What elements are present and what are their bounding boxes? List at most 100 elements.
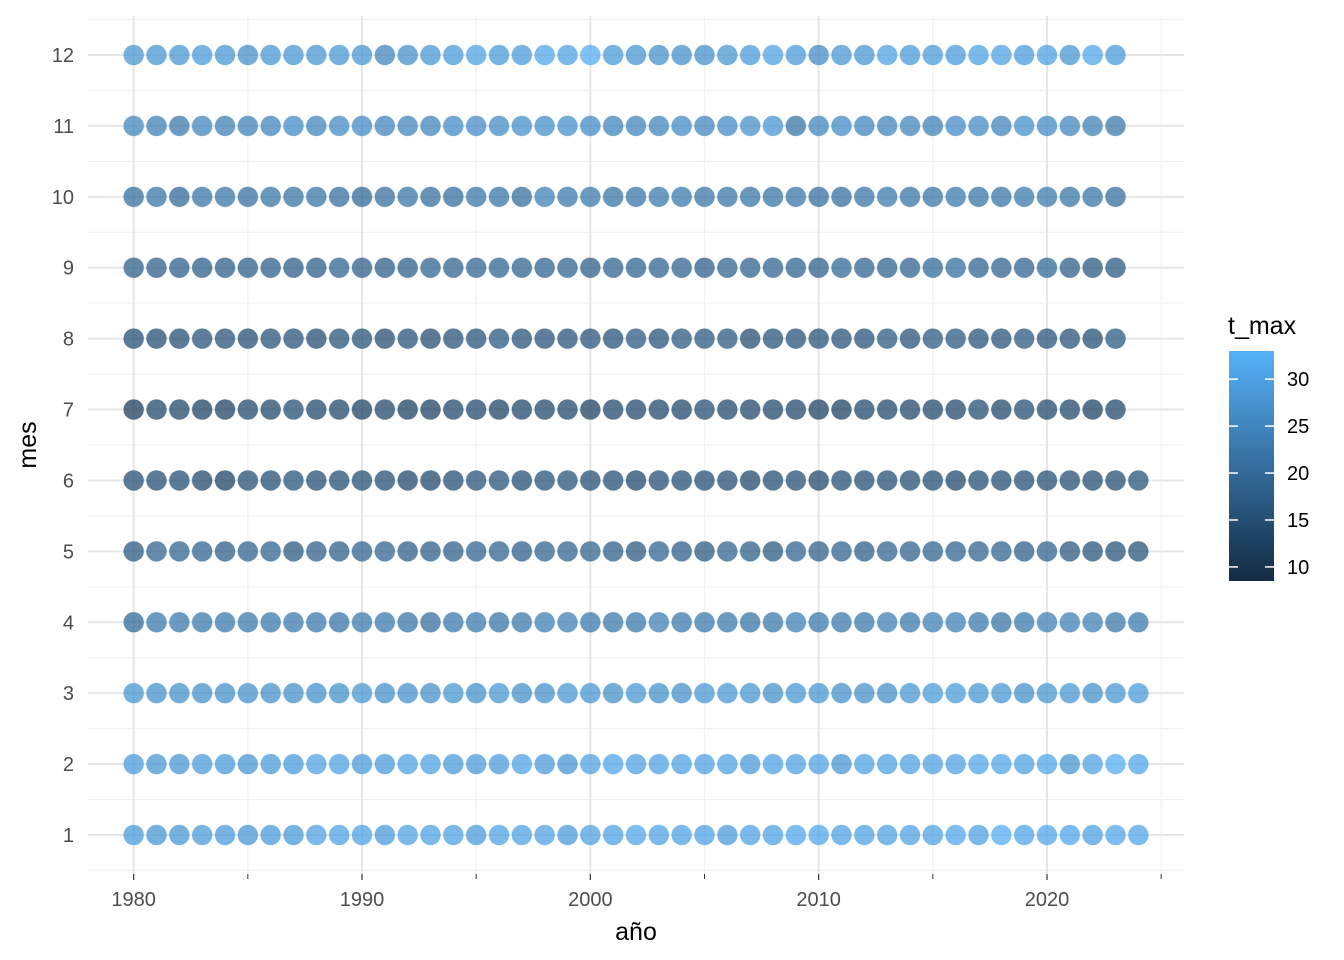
data-point xyxy=(168,257,190,279)
data-point xyxy=(465,611,487,633)
data-point xyxy=(831,115,852,137)
data-point xyxy=(237,611,259,633)
data-point xyxy=(762,257,784,279)
data-point xyxy=(716,257,738,279)
data-point xyxy=(237,115,259,137)
data-point xyxy=(625,186,647,208)
y-tick-label: 2 xyxy=(63,754,74,776)
data-point xyxy=(397,469,419,491)
data-point xyxy=(922,399,944,421)
data-point xyxy=(465,753,487,775)
data-point xyxy=(283,753,304,775)
data-point xyxy=(511,186,533,208)
data-point xyxy=(648,824,670,846)
data-point xyxy=(420,115,441,137)
data-point xyxy=(785,682,807,704)
data-point xyxy=(785,115,807,137)
data-point xyxy=(511,257,533,279)
data-point xyxy=(990,399,1012,421)
data-point xyxy=(123,469,145,491)
data-points xyxy=(123,44,1149,846)
data-point xyxy=(579,257,601,279)
data-point xyxy=(305,824,327,846)
data-point xyxy=(465,399,487,421)
data-point xyxy=(511,540,533,562)
data-point xyxy=(465,682,487,704)
data-point xyxy=(671,753,693,775)
data-point xyxy=(602,469,624,491)
data-point xyxy=(716,186,738,208)
data-point xyxy=(785,44,807,66)
data-point xyxy=(968,44,989,66)
data-point xyxy=(191,611,213,633)
data-point xyxy=(442,824,464,846)
data-point xyxy=(237,753,259,775)
data-point xyxy=(968,753,989,775)
data-point xyxy=(511,469,533,491)
data-point xyxy=(214,540,236,562)
data-point xyxy=(853,115,875,137)
y-tick-label: 1 xyxy=(63,825,74,847)
data-point xyxy=(1036,186,1058,208)
data-point xyxy=(534,682,556,704)
data-point xyxy=(168,682,190,704)
data-point xyxy=(762,115,784,137)
data-point xyxy=(260,115,282,137)
data-point xyxy=(945,328,967,350)
data-point xyxy=(1082,469,1104,491)
data-point xyxy=(511,824,533,846)
data-point xyxy=(123,399,145,421)
data-point xyxy=(853,469,875,491)
data-point xyxy=(123,753,145,775)
data-point xyxy=(671,328,693,350)
data-point xyxy=(899,186,921,208)
data-point xyxy=(328,257,350,279)
data-point xyxy=(511,611,533,633)
data-point xyxy=(1082,753,1104,775)
data-point xyxy=(876,399,898,421)
data-point xyxy=(1105,186,1126,208)
data-point xyxy=(146,186,167,208)
data-point xyxy=(990,682,1012,704)
data-point xyxy=(557,257,578,279)
data-point xyxy=(579,682,601,704)
data-point xyxy=(283,682,304,704)
y-tick-label: 7 xyxy=(63,400,74,422)
data-point xyxy=(625,257,647,279)
data-point xyxy=(305,611,327,633)
data-point xyxy=(260,44,282,66)
data-point xyxy=(397,186,419,208)
data-point xyxy=(739,540,761,562)
data-point xyxy=(534,44,556,66)
data-point xyxy=(876,469,898,491)
data-point xyxy=(1013,257,1035,279)
data-point xyxy=(716,682,738,704)
data-point xyxy=(899,682,921,704)
data-point xyxy=(351,540,373,562)
data-point xyxy=(557,611,578,633)
data-point xyxy=(602,753,624,775)
data-point xyxy=(1082,186,1104,208)
data-point xyxy=(397,115,419,137)
data-point xyxy=(739,399,761,421)
data-point xyxy=(1059,540,1081,562)
data-point xyxy=(968,399,989,421)
data-point xyxy=(716,469,738,491)
data-point xyxy=(785,611,807,633)
data-point xyxy=(420,186,441,208)
data-point xyxy=(762,824,784,846)
data-point xyxy=(305,328,327,350)
data-point xyxy=(328,753,350,775)
data-point xyxy=(1013,399,1035,421)
data-point xyxy=(625,540,647,562)
data-point xyxy=(328,682,350,704)
data-point xyxy=(968,682,989,704)
data-point xyxy=(397,540,419,562)
data-point xyxy=(557,824,578,846)
data-point xyxy=(351,115,373,137)
data-point xyxy=(374,186,396,208)
data-point xyxy=(831,469,852,491)
data-point xyxy=(625,328,647,350)
data-point xyxy=(420,824,441,846)
data-point xyxy=(602,682,624,704)
